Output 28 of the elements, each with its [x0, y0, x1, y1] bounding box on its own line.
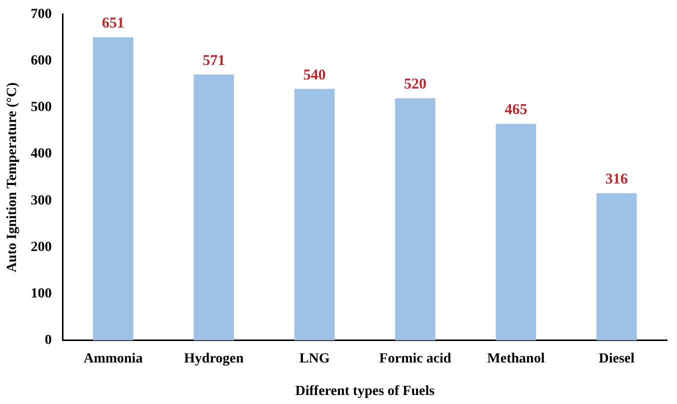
- x-tick-label: Methanol: [487, 351, 545, 366]
- x-tick-label: Hydrogen: [184, 351, 244, 366]
- bar: [496, 124, 536, 340]
- y-tick-label: 500: [30, 100, 52, 116]
- bar: [93, 37, 134, 340]
- y-tick-label: 200: [30, 240, 52, 255]
- y-tick-label: 400: [30, 146, 52, 162]
- bar: [395, 98, 436, 340]
- y-axis-title: Auto Ignition Temperature (°C): [5, 82, 20, 272]
- y-tick-label: 300: [30, 193, 52, 208]
- data-label: 316: [605, 172, 628, 188]
- x-tick-label: LNG: [299, 351, 330, 366]
- data-label: 651: [102, 16, 124, 32]
- data-label: 571: [202, 52, 226, 69]
- x-tick-label: Diesel: [598, 351, 635, 366]
- data-label: 540: [303, 67, 326, 84]
- data-label: 465: [504, 102, 528, 118]
- y-tick-label: 100: [30, 286, 52, 302]
- bar: [194, 74, 234, 340]
- x-axis-title: Different types of Fuels: [295, 384, 436, 400]
- x-tick-label: Ammonia: [84, 351, 143, 366]
- x-tick-label: Formic acid: [379, 351, 452, 366]
- bar: [596, 193, 637, 340]
- y-tick-label: 700: [30, 7, 52, 22]
- y-tick-label: 0: [44, 333, 52, 348]
- bar: [294, 88, 335, 340]
- y-tick-label: 600: [30, 54, 52, 69]
- data-label: 520: [404, 76, 426, 93]
